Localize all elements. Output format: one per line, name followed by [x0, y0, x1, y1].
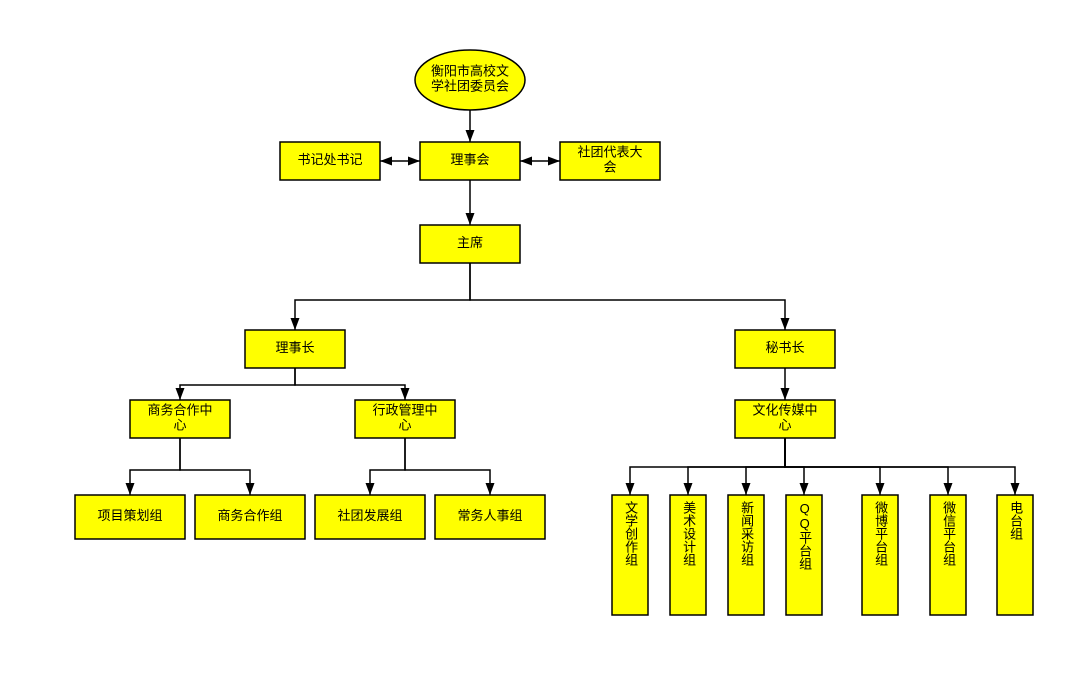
node-art_group: 美术设计组 — [670, 495, 706, 615]
edge-admin_center-hr_group — [405, 438, 490, 495]
node-secretary: 书记处书记 — [280, 142, 380, 180]
node-label-weibo_group: 微博平台组 — [873, 501, 887, 566]
node-label-qq_group: QQ平台组 — [797, 501, 811, 570]
node-admin_center: 行政管理中心 — [355, 400, 455, 438]
org-chart: 衡阳市高校文学社团委员会书记处书记 理事会 社团代表大会主席理事长 秘书长商务合作中心… — [0, 0, 1073, 689]
node-label-art_group: 美术设计组 — [681, 501, 695, 566]
node-media_center: 文化传媒中心 — [735, 400, 835, 438]
node-wechat_group: 微信平台组 — [930, 495, 966, 615]
node-committee: 衡阳市高校文学社团委员会 — [415, 50, 525, 110]
node-secgen: 秘书长 — [735, 330, 835, 368]
node-label-secretary: 书记处书记 — [297, 152, 362, 167]
edge-chairman-director — [295, 263, 470, 330]
edge-admin_center-club_dev — [370, 438, 405, 495]
node-label-secgen: 秘书长 — [765, 340, 804, 355]
node-radio_group: 电台组 — [997, 495, 1033, 615]
node-label-hr_group: 常务人事组 — [457, 508, 522, 523]
node-weibo_group: 微博平台组 — [862, 495, 898, 615]
node-label-proj_plan: 项目策划组 — [97, 508, 162, 523]
node-club_dev: 社团发展组 — [315, 495, 425, 539]
edge-biz_center-proj_plan — [130, 438, 180, 495]
node-label-chairman: 主席 — [457, 235, 483, 250]
node-hr_group: 常务人事组 — [435, 495, 545, 539]
node-label-director: 理事长 — [275, 340, 314, 355]
node-biz_coop: 商务合作组 — [195, 495, 305, 539]
node-label-council: 理事会 — [450, 152, 489, 167]
node-label-wechat_group: 微信平台组 — [941, 501, 955, 566]
node-label-committee: 衡阳市高校文学社团委员会 — [431, 64, 509, 94]
node-council: 理事会 — [420, 142, 520, 180]
edge-biz_center-biz_coop — [180, 438, 250, 495]
edge-media_center-radio_group — [785, 438, 1015, 495]
node-biz_center: 商务合作中心 — [130, 400, 230, 438]
node-qq_group: QQ平台组 — [786, 495, 822, 615]
node-lit_group: 文学创作组 — [612, 495, 648, 615]
node-label-lit_group: 文学创作组 — [623, 501, 637, 566]
edge-media_center-news_group — [746, 438, 785, 495]
node-news_group: 新闻采访组 — [728, 495, 764, 615]
node-label-club_dev: 社团发展组 — [337, 508, 402, 523]
node-congress: 社团代表大会 — [560, 142, 660, 180]
edge-chairman-secgen — [470, 263, 785, 330]
node-proj_plan: 项目策划组 — [75, 495, 185, 539]
node-label-radio_group: 电台组 — [1008, 501, 1022, 540]
edge-director-admin_center — [295, 368, 405, 400]
node-director: 理事长 — [245, 330, 345, 368]
node-label-biz_coop: 商务合作组 — [217, 508, 282, 523]
node-chairman: 主席 — [420, 225, 520, 263]
node-label-news_group: 新闻采访组 — [739, 501, 753, 566]
edge-director-biz_center — [180, 368, 295, 400]
nodes-layer: 衡阳市高校文学社团委员会书记处书记 理事会 社团代表大会主席理事长 秘书长商务合作中心… — [75, 50, 1033, 615]
